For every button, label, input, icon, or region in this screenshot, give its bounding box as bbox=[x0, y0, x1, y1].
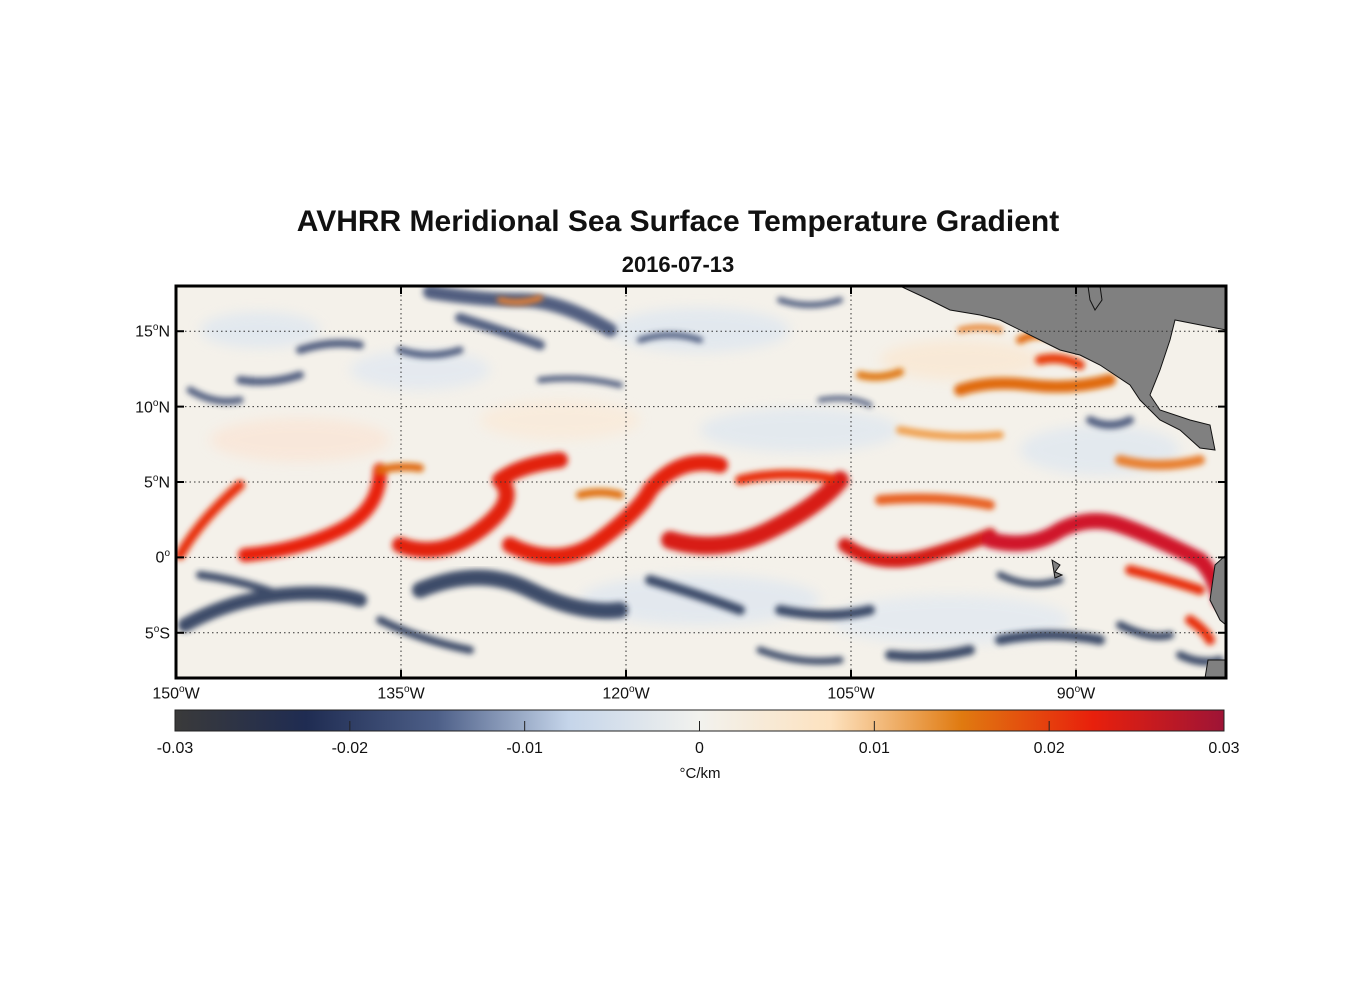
sst-gradient-field bbox=[176, 286, 1226, 678]
lon-label: 90oW bbox=[1056, 684, 1096, 703]
colorbar-units: °C/km bbox=[679, 765, 721, 782]
colorbar-tick-label: -0.03 bbox=[156, 740, 194, 757]
lat-label: 10oN bbox=[135, 397, 170, 416]
lon-label: 150oW bbox=[152, 684, 200, 703]
lat-label: 5oS bbox=[144, 623, 170, 643]
map-date: 2016-07-13 bbox=[621, 252, 735, 277]
lon-label: 120oW bbox=[602, 684, 650, 703]
land-mass bbox=[899, 286, 1226, 678]
colorbar-tick-label: 0.01 bbox=[858, 740, 890, 757]
lat-label: 0o bbox=[155, 548, 170, 567]
colorbar-tick-label: -0.01 bbox=[506, 740, 543, 757]
lat-label: 5oN bbox=[143, 473, 170, 492]
lon-label: 105oW bbox=[827, 684, 875, 703]
colorbar-tick-label: 0.02 bbox=[1033, 740, 1065, 757]
colorbar-ticks bbox=[349, 721, 1050, 731]
colorbar-tick-label: 0 bbox=[695, 740, 704, 757]
colorbar-tick-label: 0.03 bbox=[1208, 740, 1240, 757]
lon-label: 135oW bbox=[377, 684, 425, 703]
map-title: AVHRR Meridional Sea Surface Temperature… bbox=[296, 205, 1060, 238]
axis-ticks bbox=[175, 286, 1226, 678]
lat-label: 15oN bbox=[135, 322, 170, 341]
colorbar-tick-label: -0.02 bbox=[331, 740, 369, 757]
